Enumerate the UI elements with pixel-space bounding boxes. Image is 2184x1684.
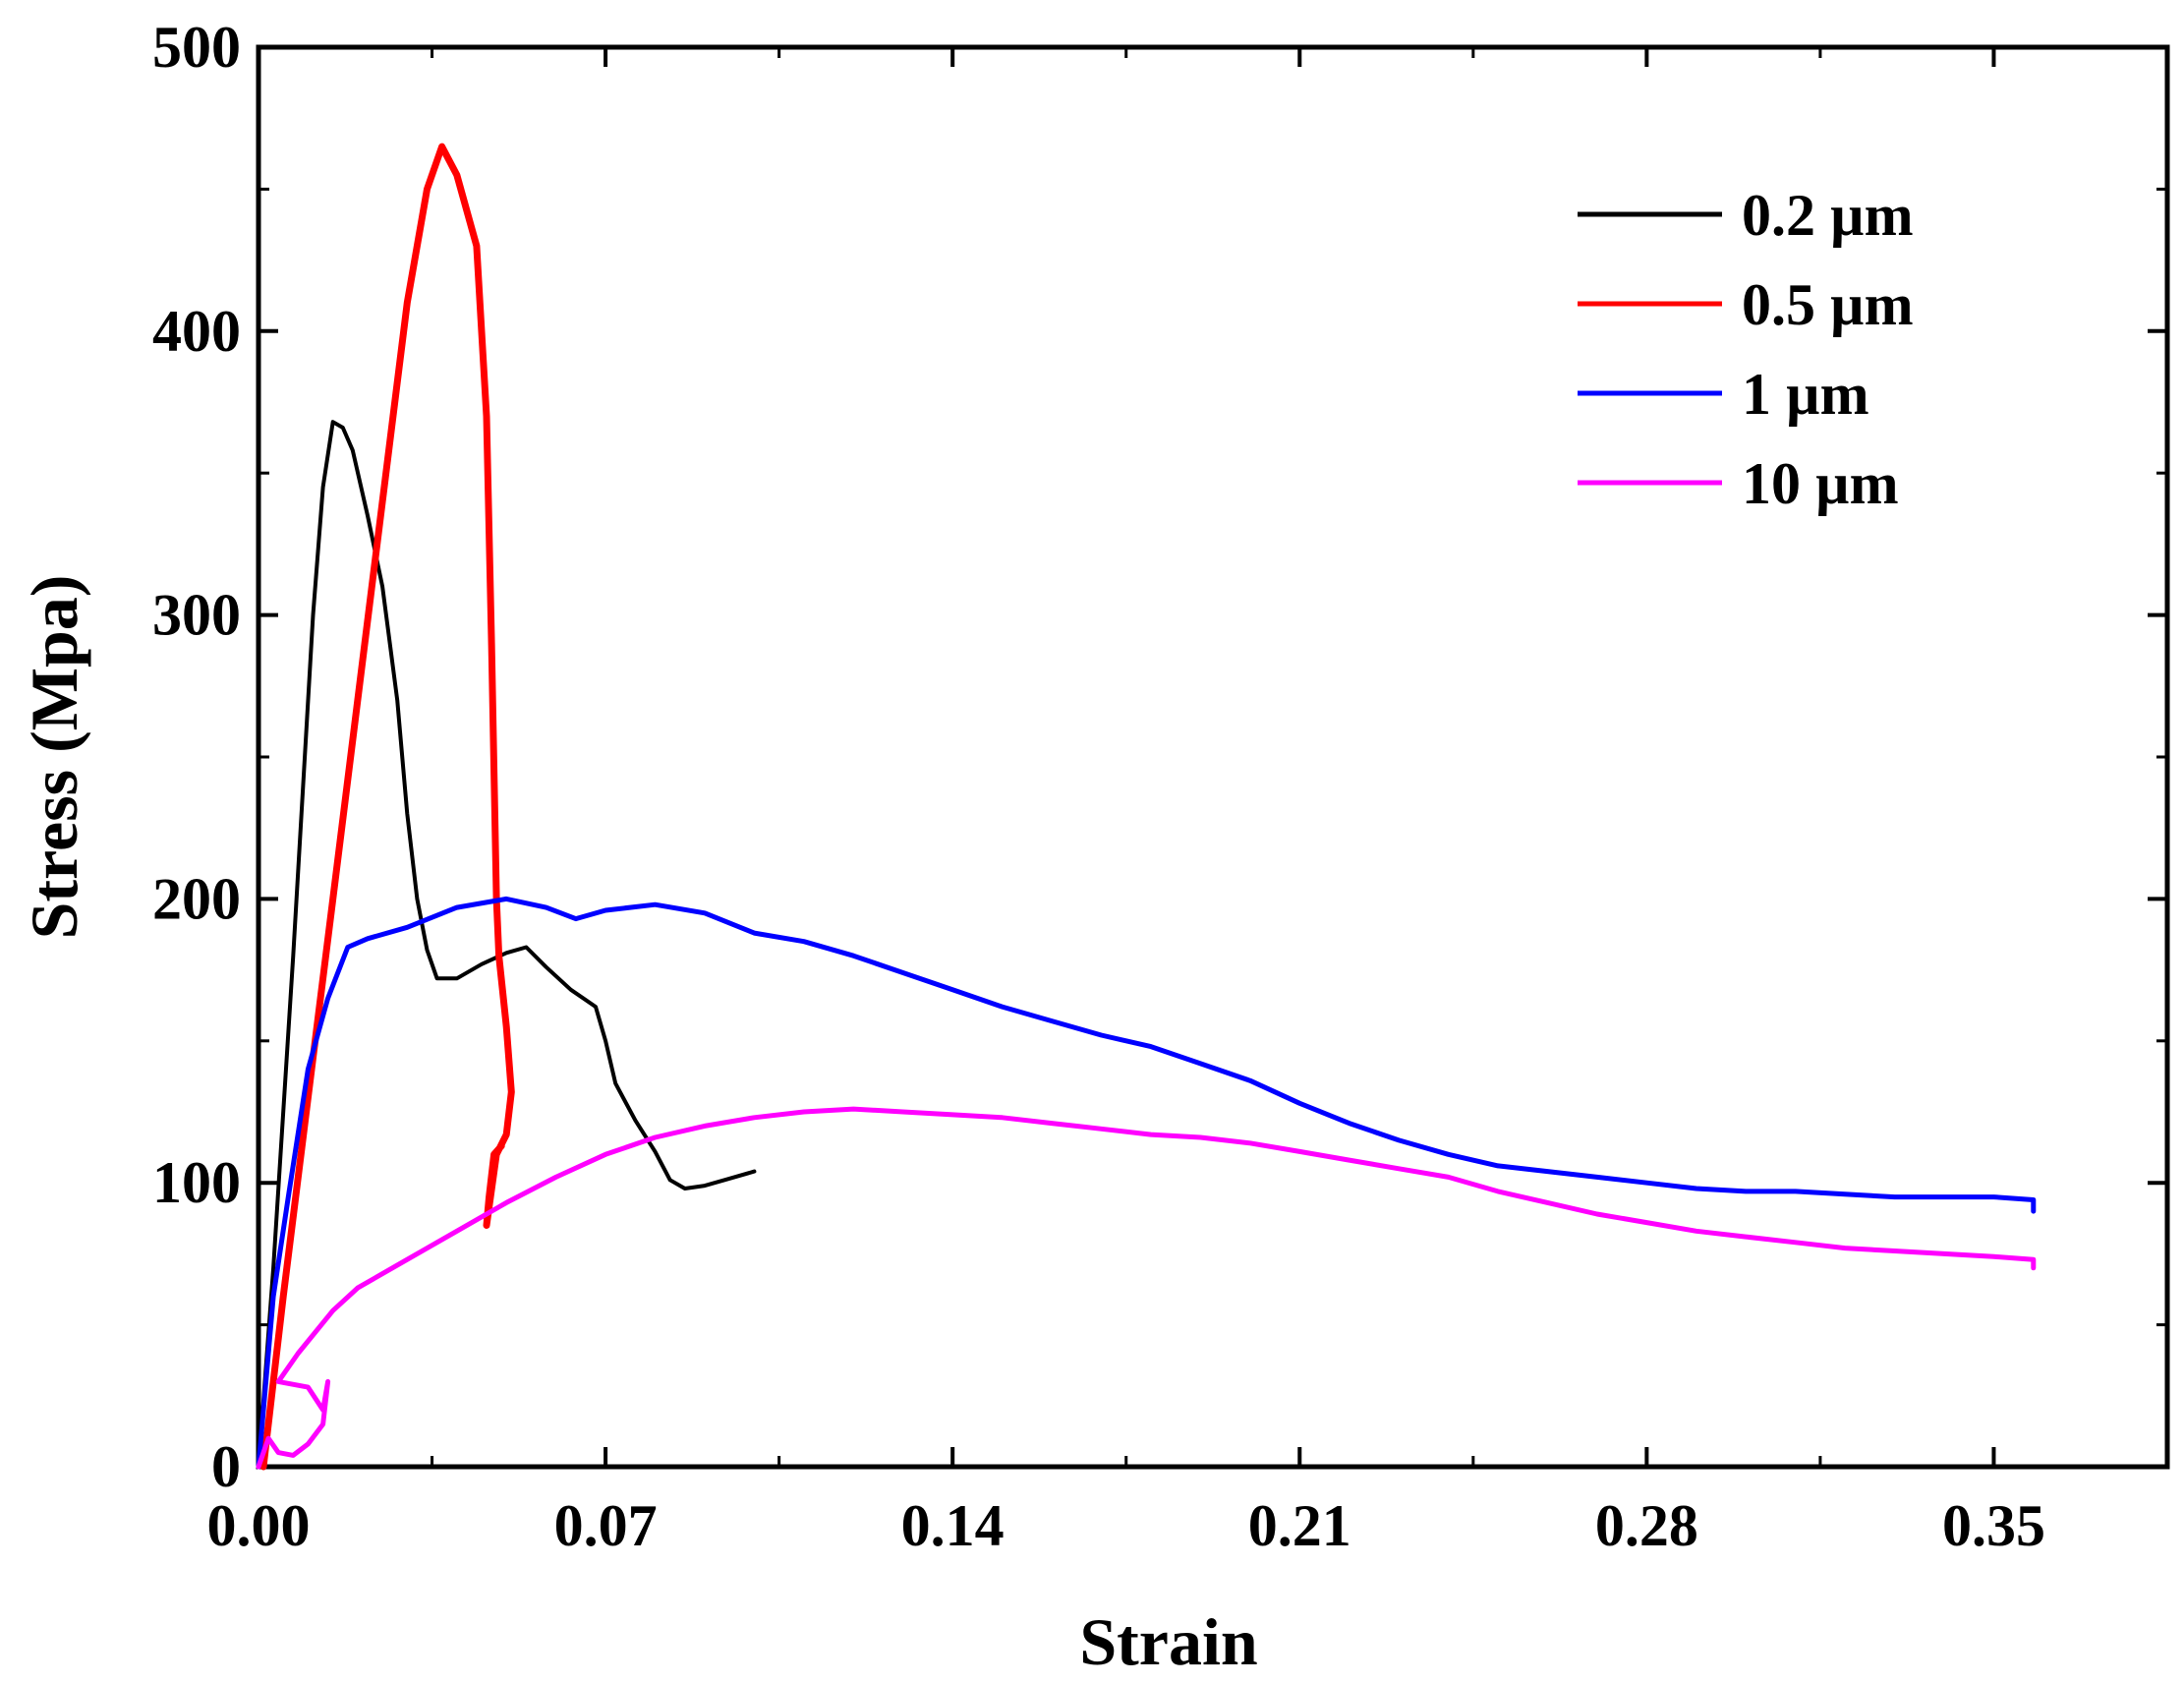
series-line-4 bbox=[256, 1106, 2037, 1470]
series-line-2 bbox=[259, 143, 515, 1471]
legend-label-1: 0.2 µm bbox=[1742, 183, 1914, 248]
series-line-3 bbox=[256, 896, 2037, 1470]
y-tick-label: 200 bbox=[152, 866, 241, 931]
y-tick-label: 300 bbox=[152, 583, 241, 648]
legend-label-4: 10 µm bbox=[1742, 451, 1899, 516]
y-axis-title: Stress (Mpa) bbox=[17, 575, 91, 940]
x-tick-label: 0.00 bbox=[207, 1493, 311, 1558]
plot-frame bbox=[256, 44, 2170, 1470]
x-tick-label: 0.35 bbox=[1942, 1493, 2045, 1558]
legend: 0.2 µm 0.5 µm 1 µm 10 µm bbox=[1578, 183, 1914, 516]
legend-label-2: 0.5 µm bbox=[1742, 272, 1914, 337]
y-tick-label: 400 bbox=[152, 299, 241, 364]
y-tick-label: 100 bbox=[152, 1150, 241, 1215]
y-tick-label: 0 bbox=[211, 1434, 241, 1499]
x-tick-label: 0.28 bbox=[1595, 1493, 1698, 1558]
x-axis-title: Strain bbox=[1079, 1604, 1257, 1679]
x-tick-label: 0.14 bbox=[901, 1493, 1005, 1558]
series-lines bbox=[256, 143, 2037, 1471]
x-tick-label: 0.07 bbox=[554, 1493, 658, 1558]
series-line-1 bbox=[257, 420, 757, 1469]
x-axis-ticks: 0.00 0.07 0.14 0.21 0.28 0.35 bbox=[207, 47, 2045, 1558]
y-tick-label: 500 bbox=[152, 15, 241, 80]
y-axis-ticks: 0 100 200 300 400 500 bbox=[152, 15, 2167, 1499]
x-tick-label: 0.21 bbox=[1248, 1493, 1351, 1558]
legend-label-3: 1 µm bbox=[1742, 362, 1869, 427]
